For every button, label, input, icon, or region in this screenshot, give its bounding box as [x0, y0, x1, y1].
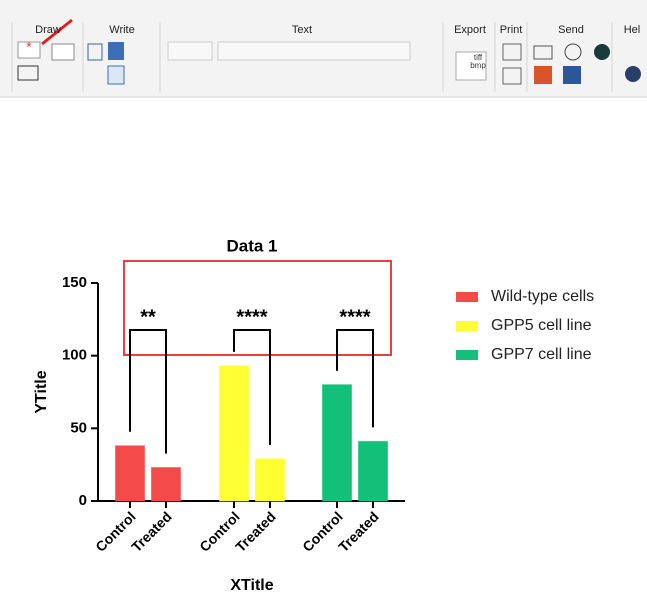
- x-tick-label: Treated: [232, 508, 279, 555]
- y-tick-label: 50: [70, 419, 87, 436]
- x-axis-title: XTitle: [230, 577, 273, 594]
- toolbar-group-label: Draw: [35, 24, 61, 36]
- y-tick-label: 0: [79, 492, 87, 509]
- significance-bracket: [129, 329, 167, 454]
- legend-label: GPP7 cell line: [491, 346, 592, 363]
- bar: [115, 445, 145, 502]
- icon-label: tiff: [474, 53, 483, 62]
- chart: Data 1 XTitle YTitle: [33, 236, 392, 594]
- bar: [322, 384, 352, 502]
- significance-bracket: [233, 329, 271, 445]
- bar: [358, 440, 388, 502]
- svg-text:*: *: [26, 39, 32, 55]
- y-axis-title: YTitle: [33, 370, 50, 413]
- bar: [219, 365, 249, 502]
- chart-title: Data 1: [226, 236, 277, 255]
- significance-bracket: [336, 329, 374, 428]
- significance-label: ****: [236, 306, 267, 328]
- bar: [255, 458, 285, 502]
- toolbar-group-label: Hel: [624, 24, 641, 36]
- toolbar-group-label: Send: [558, 24, 584, 36]
- y-tick-label: 150: [62, 274, 87, 291]
- x-tick-label: Treated: [335, 508, 382, 555]
- legend-swatch: [456, 292, 478, 302]
- significance-label: **: [140, 306, 156, 328]
- legend-swatch: [456, 350, 478, 360]
- toolbar-icons: *: [17, 18, 641, 85]
- highlight-box: [123, 260, 392, 356]
- significance-label: ****: [339, 306, 370, 328]
- legend-swatch: [456, 321, 478, 331]
- toolbar-group-label: Text: [292, 24, 312, 36]
- y-tick-label: 100: [62, 347, 87, 364]
- bar: [151, 467, 181, 502]
- icon-label: bmp: [470, 61, 486, 70]
- legend-label: Wild-type cells: [491, 288, 594, 305]
- toolbar-group-label: Export: [454, 24, 486, 36]
- toolbar-group-label: Write: [109, 24, 134, 36]
- legend-label: GPP5 cell line: [491, 317, 592, 334]
- x-tick-label: Treated: [128, 508, 175, 555]
- toolbar-group-label: Print: [500, 24, 523, 36]
